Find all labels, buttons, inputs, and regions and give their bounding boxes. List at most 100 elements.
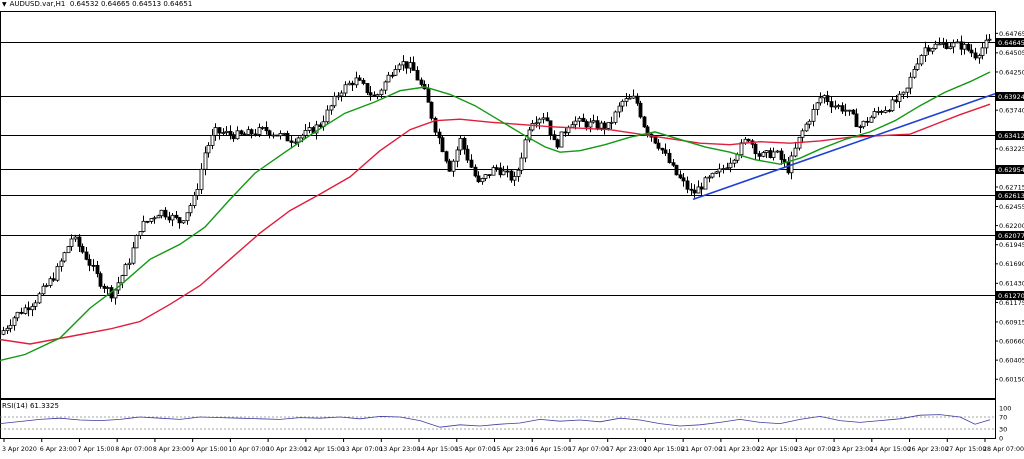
candle-body	[451, 160, 456, 172]
candle-body	[228, 130, 233, 136]
candle-body	[102, 285, 107, 289]
candle-body	[267, 130, 272, 136]
candle-body	[206, 145, 211, 154]
price-panel-frame	[0, 11, 996, 399]
level-label: 0.63412	[998, 132, 1024, 140]
candle-body	[152, 217, 157, 220]
candle-body	[591, 120, 596, 123]
candle-body	[375, 94, 380, 97]
candle-body	[728, 162, 733, 169]
candle-body	[746, 138, 751, 142]
rsi-scale-label: 30	[999, 425, 1007, 433]
candle-body	[516, 169, 521, 177]
candle-body	[347, 82, 352, 86]
candle-body	[541, 117, 546, 120]
candle-body	[933, 43, 938, 49]
candle-body	[271, 134, 276, 137]
candle-body	[1, 330, 6, 335]
candle-body	[905, 87, 910, 93]
rsi-line[interactable]	[0, 414, 991, 428]
candle-body	[739, 142, 744, 156]
price-tick-label: 0.62200	[999, 222, 1024, 230]
candle-body	[671, 162, 676, 166]
ma-fast-line[interactable]	[0, 71, 991, 362]
candle-body	[581, 117, 586, 122]
price-tick-label: 0.63225	[999, 145, 1024, 153]
candle-body	[33, 302, 38, 307]
candle-body	[318, 124, 323, 127]
candle-body	[768, 150, 773, 158]
collapse-triangle-icon[interactable]: ▼	[2, 1, 7, 8]
time-tick-label: 26 Apr 23:00	[908, 446, 949, 453]
candle-body	[458, 137, 463, 151]
candle-body	[840, 105, 845, 112]
candle-body	[807, 120, 812, 125]
candle-body	[199, 168, 204, 190]
time-tick-label: 20 Apr 15:00	[643, 446, 684, 453]
price-tick-label: 0.60150	[999, 376, 1024, 384]
candle-body	[55, 266, 60, 281]
price-tick-label: 0.64505	[999, 49, 1024, 57]
candle-body	[501, 170, 506, 176]
price-tick-label: 0.60405	[999, 357, 1024, 365]
candle-body	[710, 172, 715, 178]
candle-body	[350, 82, 355, 86]
candle-body	[210, 134, 215, 146]
symbol-label: AUDUSD.var,H1	[9, 0, 66, 8]
candle-body	[811, 109, 816, 122]
candle-body	[588, 121, 593, 128]
candle-body	[393, 69, 398, 76]
candle-body	[73, 236, 78, 240]
candle-body	[617, 105, 622, 113]
time-tick-label: 13 Apr 07:00	[342, 446, 383, 453]
candle-body	[595, 120, 600, 129]
candle-body	[231, 134, 236, 140]
candle-body	[563, 131, 568, 134]
candle-body	[689, 188, 694, 191]
candle-body	[59, 260, 64, 267]
candle-body	[908, 76, 913, 89]
time-tick-label: 3 Apr 2020	[2, 446, 37, 453]
candle-body	[919, 55, 924, 65]
candle-body	[300, 134, 305, 139]
candle-body	[314, 124, 319, 134]
candle-body	[609, 121, 614, 124]
candle-body	[865, 120, 870, 123]
trendline[interactable]	[692, 92, 996, 201]
time-tick-label: 17 Apr 07:00	[568, 446, 609, 453]
level-label: 0.61270	[998, 292, 1024, 300]
candle-body	[213, 127, 218, 136]
candle-body	[12, 317, 17, 326]
candle-body	[667, 152, 672, 164]
candle-body	[879, 110, 884, 113]
candle-body	[894, 99, 899, 102]
candle-body	[415, 70, 420, 81]
candle-body	[764, 150, 769, 153]
candle-body	[872, 111, 877, 118]
candle-body	[624, 98, 629, 102]
candle-body	[498, 167, 503, 176]
price-tick-label: 0.64765	[999, 30, 1024, 38]
candle-body	[638, 102, 643, 118]
candle-body	[703, 177, 708, 190]
candle-body	[303, 130, 308, 136]
candle-body	[699, 186, 704, 190]
candle-body	[429, 101, 434, 119]
horizontal-levels: 0.64645 0.63924 0.63412 0.62954 0.62613 0.620…	[0, 38, 1024, 300]
candle-body	[725, 167, 730, 170]
candle-body	[631, 95, 636, 99]
time-axis: 3 Apr 2020 6 Apr 23:00 7 Apr 15:00 8 Apr 07…	[2, 439, 1024, 453]
candle-body	[105, 287, 110, 289]
level-label: 0.63924	[998, 93, 1024, 101]
candle-body	[296, 137, 301, 143]
candle-body	[336, 95, 341, 98]
price-tick-label: 0.60660	[999, 337, 1024, 345]
price-tick-label: 0.61945	[999, 241, 1024, 249]
candle-body	[851, 109, 856, 115]
candle-body	[181, 220, 186, 224]
candle-body	[383, 81, 388, 91]
time-tick-label: 13 Apr 23:00	[379, 446, 420, 453]
candles	[1, 34, 992, 336]
